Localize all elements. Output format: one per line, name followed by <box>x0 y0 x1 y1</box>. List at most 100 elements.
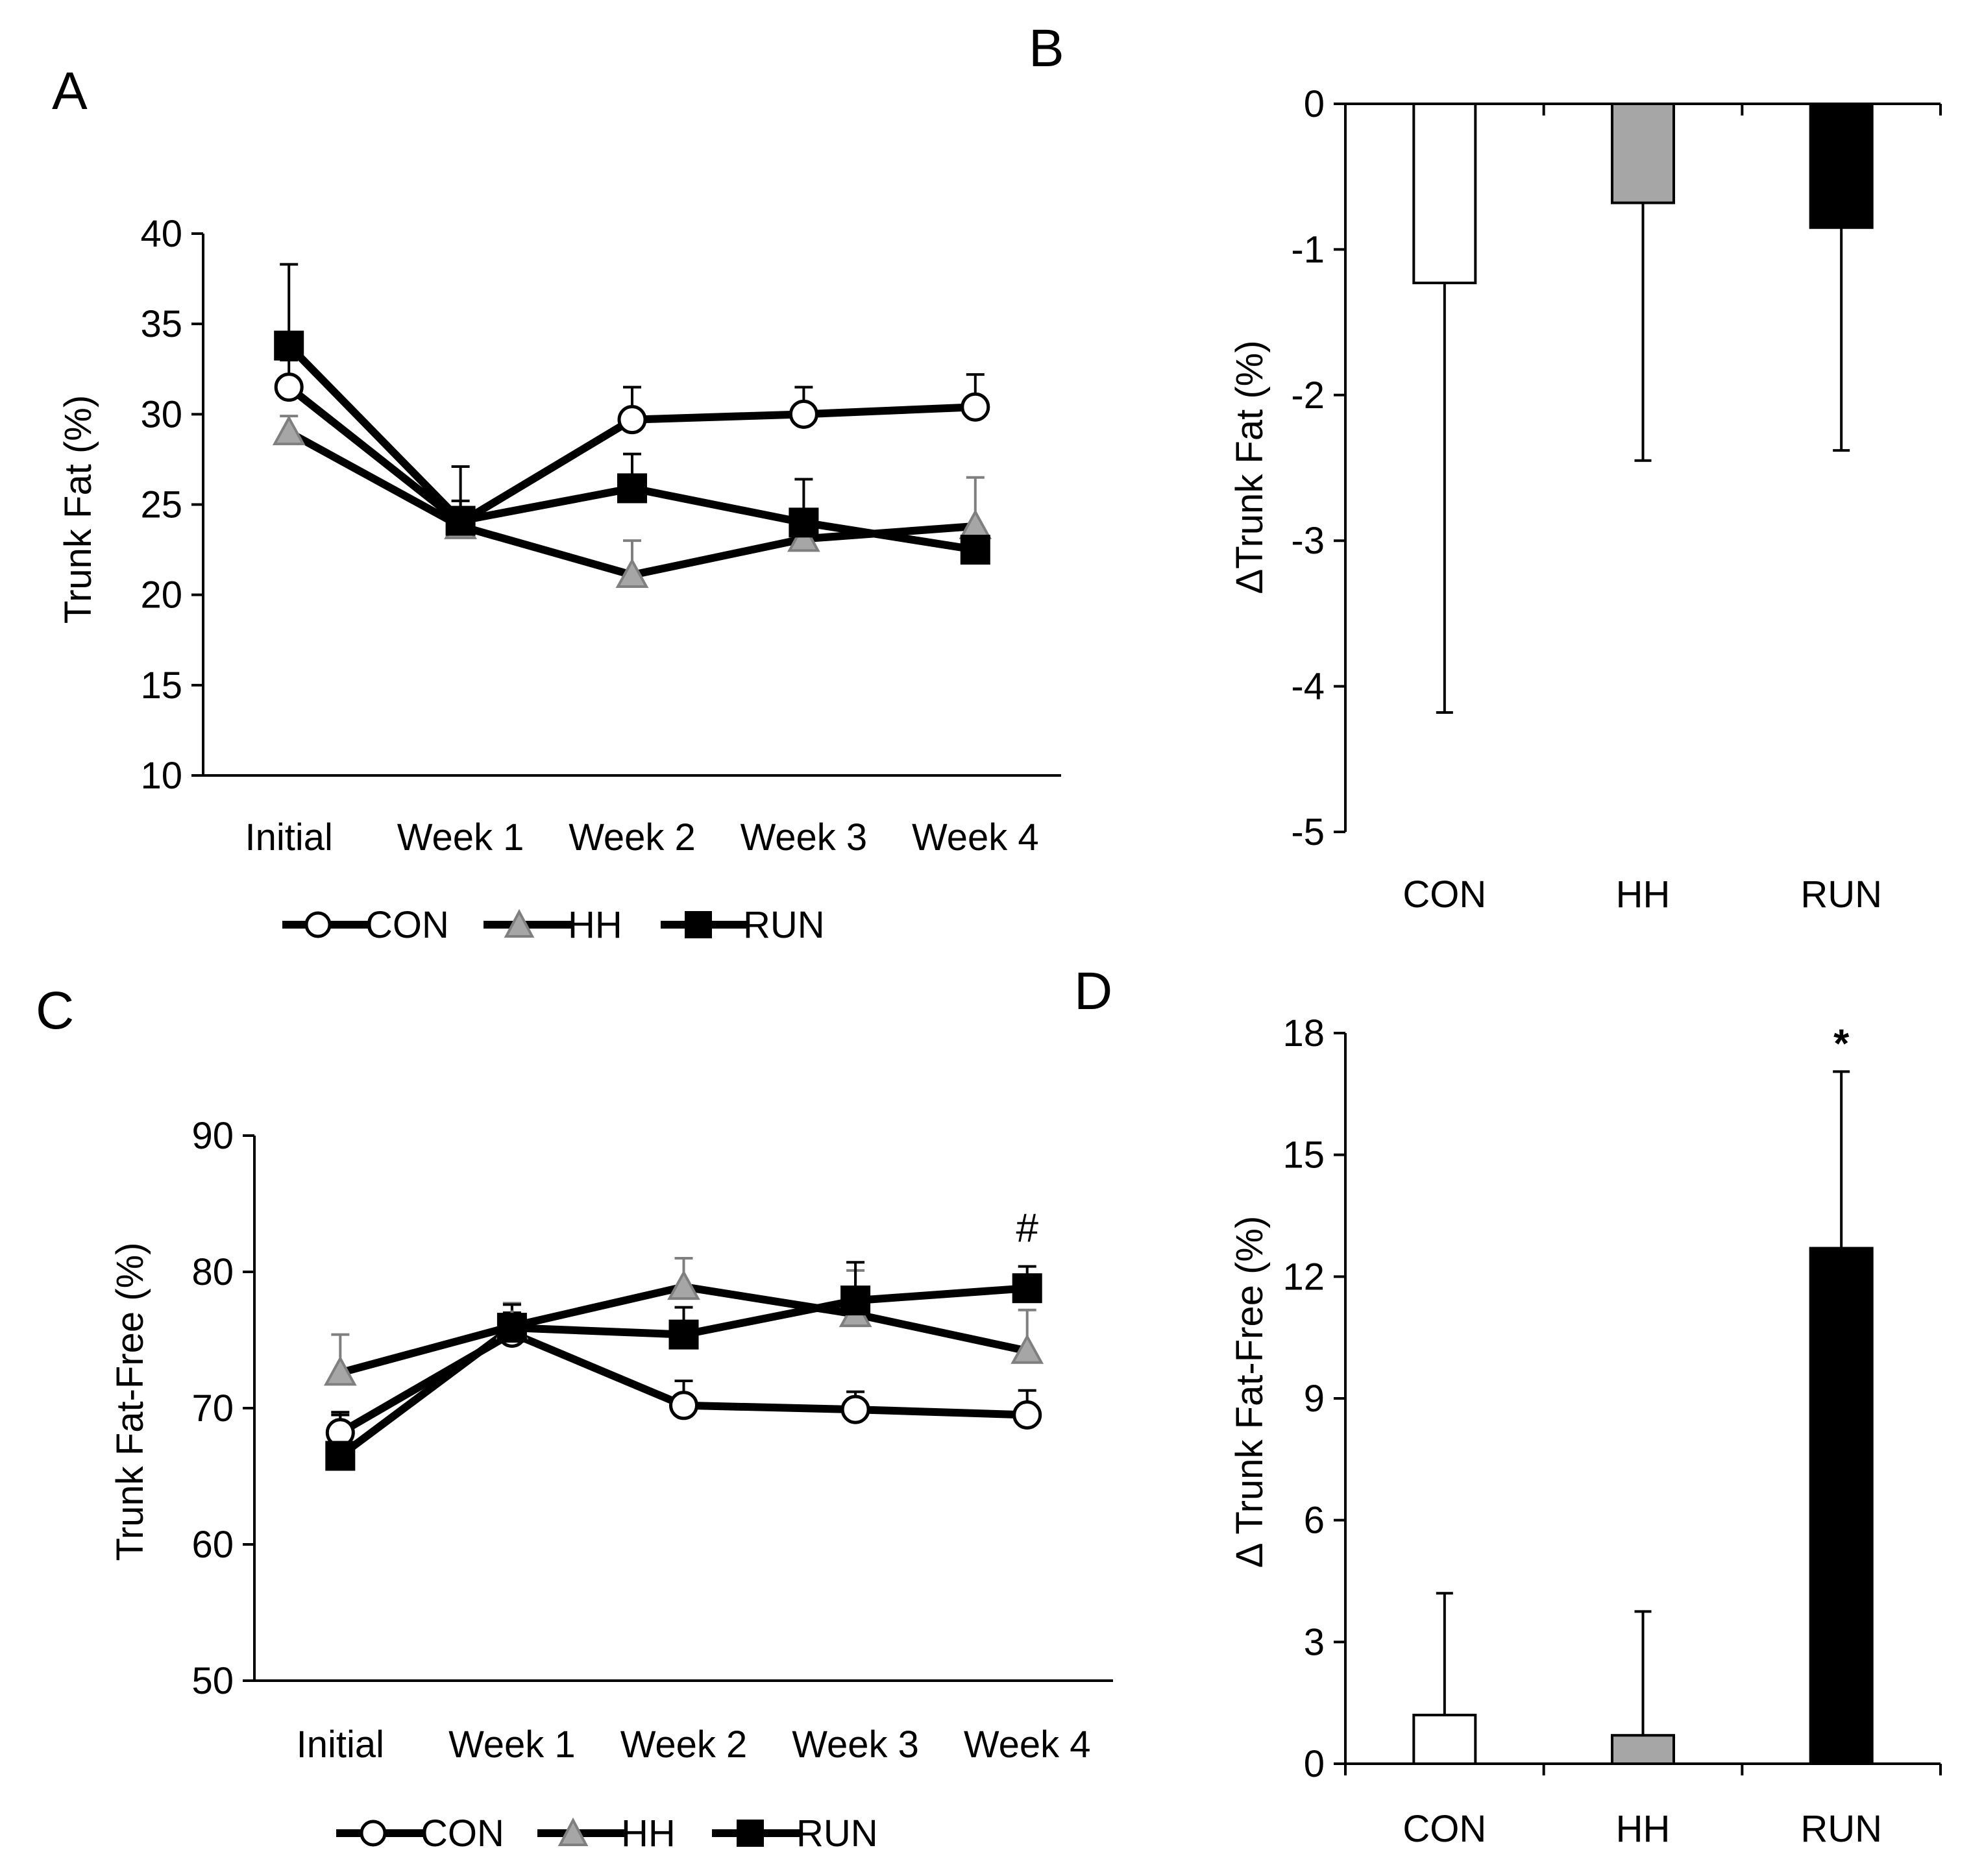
panel-c-legend: CON HH RUN <box>336 1812 878 1855</box>
panel-b-x-tick-label: HH <box>1616 873 1671 916</box>
panel-d-y-tick-label: 0 <box>1304 1743 1325 1785</box>
panel-c-y-tick-label: 80 <box>191 1251 234 1293</box>
legend-a-con-label: CON <box>365 904 449 946</box>
panel-a-letter: A <box>52 62 88 121</box>
panel-c-y-tick-label: 70 <box>191 1387 234 1430</box>
panel-c-x-tick-label: Week 4 <box>964 1724 1091 1766</box>
panel-a-y-tick-label: 15 <box>140 664 182 707</box>
panel-a-series-line-run <box>286 343 976 554</box>
legend-c-run-label: RUN <box>796 1812 878 1855</box>
panel-a: A Trunk Fat (%) 10 15 20 25 30 35 40 Initial Wee… <box>52 62 1061 946</box>
legend-a-hh-marker <box>504 908 535 938</box>
panel-d-bar-con <box>1412 1713 1477 1766</box>
panel-d-y-tick-label: 6 <box>1304 1500 1325 1542</box>
panel-c-letter: C <box>36 981 74 1040</box>
panel-b-bar-con <box>1412 103 1477 285</box>
panel-d-y-tick-label: 12 <box>1282 1256 1325 1298</box>
panel-d-y-tick-label: 9 <box>1304 1378 1325 1420</box>
panel-c-x-tick-label: Week 2 <box>620 1724 748 1766</box>
panel-b-bar-hh <box>1611 103 1675 204</box>
panel-c-y-axis-label: Trunk Fat-Free (%) <box>109 1243 151 1561</box>
panel-d-x-tick-label: HH <box>1616 1808 1671 1850</box>
panel-a-point-run <box>960 535 990 565</box>
panel-a-y-tick-label: 35 <box>140 303 182 345</box>
panel-a-legend: CON HH RUN <box>282 904 825 946</box>
panel-a-point-run <box>274 330 304 361</box>
panel-a-point-con <box>961 392 990 422</box>
legend-c-hh-label: HH <box>621 1812 676 1855</box>
panel-b-y-tick-label: -5 <box>1291 811 1325 853</box>
panel-b-y-tick-label: -2 <box>1291 374 1325 417</box>
legend-c-run-marker <box>737 1820 764 1847</box>
panel-b-y-tick-label: 0 <box>1304 83 1325 125</box>
panel-c-point-run <box>840 1285 871 1316</box>
panel-b-x-tick-label: RUN <box>1800 873 1882 916</box>
panel-c-plot: 50 60 70 80 90 Initial Week 1 Week 2 Week 3 Week … <box>191 1115 1113 1766</box>
panel-b-bar-run <box>1809 103 1874 229</box>
panel-c-point-con <box>669 1391 698 1420</box>
panel-d-plot: 0 3 6 9 12 15 18 CON HH RUN * <box>1282 1012 1942 1850</box>
legend-a-run-marker <box>685 911 712 938</box>
panel-d-y-tick-label: 18 <box>1282 1012 1325 1054</box>
panel-a-point-con <box>274 372 304 402</box>
panel-a-y-axis-label: Trunk Fat (%) <box>57 395 99 624</box>
panel-d-x-tick-label: RUN <box>1800 1808 1882 1850</box>
panel-c: C Trunk Fat-Free (%) 50 60 70 80 90 Initial We… <box>36 981 1113 1855</box>
panel-d-bar-hh <box>1611 1734 1675 1766</box>
panel-c-y-tick-label: 90 <box>191 1115 234 1157</box>
panel-d-y-tick-label: 15 <box>1282 1134 1325 1176</box>
panel-a-y-tick-label: 10 <box>140 755 182 797</box>
panel-a-plot: 10 15 20 25 30 35 40 Initial Week 1 Week 2 Week 3 W… <box>140 213 1061 859</box>
panel-c-point-hh <box>323 1356 357 1386</box>
legend-a-hh-label: HH <box>568 904 622 946</box>
panel-a-x-tick-label: Week 3 <box>741 816 868 859</box>
legend-a-con-marker <box>304 911 332 938</box>
panel-d-y-tick-label: 3 <box>1304 1621 1325 1663</box>
panel-a-point-hh <box>787 522 820 552</box>
panel-b-letter: B <box>1029 19 1064 78</box>
panel-d-annotation: * <box>1833 1021 1850 1066</box>
panel-a-point-run <box>789 507 819 538</box>
panel-a-point-con <box>789 399 818 429</box>
panel-a-point-run <box>445 506 476 536</box>
panel-c-point-run <box>668 1319 699 1350</box>
panel-b-x-tick-label: CON <box>1402 873 1486 916</box>
panel-a-point-run <box>617 473 647 504</box>
panel-c-point-run <box>496 1313 527 1343</box>
panel-c-x-tick-label: Week 3 <box>792 1724 919 1766</box>
panel-d-bar-run <box>1809 1247 1874 1765</box>
panel-b-y-tick-label: -4 <box>1291 666 1325 708</box>
panel-c-point-hh <box>667 1269 700 1300</box>
panel-c-y-tick-label: 50 <box>191 1660 234 1702</box>
panel-a-x-tick-label: Week 2 <box>569 816 696 859</box>
legend-c-hh-marker <box>557 1817 589 1846</box>
panel-d: D Δ Trunk Fat-Free (%) 0 3 6 9 12 15 18 CON HH RU… <box>1074 962 1942 1850</box>
panel-b-plot: 0 -1 -2 -3 -4 -5 CON HH RUN <box>1291 83 1942 916</box>
panel-a-point-hh <box>272 415 306 446</box>
panel-a-x-tick-label: Week 1 <box>397 816 524 859</box>
panel-a-y-tick-label: 40 <box>140 213 182 255</box>
panel-b-y-axis-label: ΔTrunk Fat (%) <box>1229 340 1271 594</box>
panel-d-y-axis-label: Δ Trunk Fat-Free (%) <box>1229 1216 1271 1568</box>
legend-a-run-label: RUN <box>743 904 825 946</box>
panel-a-y-tick-label: 30 <box>140 393 182 435</box>
panel-d-x-tick-label: CON <box>1402 1808 1486 1850</box>
panel-c-point-run <box>1012 1273 1042 1304</box>
panel-a-x-tick-label: Initial <box>245 816 332 859</box>
panel-c-y-tick-label: 60 <box>191 1524 234 1566</box>
panel-b: B ΔTrunk Fat (%) 0 -1 -2 -3 -4 -5 CON HH RUN <box>1029 19 1942 916</box>
panel-d-letter: D <box>1074 962 1112 1021</box>
panel-c-annotation: # <box>1016 1206 1038 1251</box>
panel-c-point-con <box>1012 1400 1042 1430</box>
panel-b-y-tick-label: -3 <box>1291 520 1325 562</box>
panel-a-x-tick-label: Week 4 <box>912 816 1039 859</box>
panel-a-point-hh <box>615 557 649 589</box>
panel-b-y-tick-label: -1 <box>1291 228 1325 271</box>
panel-c-x-tick-label: Week 1 <box>448 1724 576 1766</box>
panel-a-point-con <box>617 405 647 435</box>
panel-a-y-tick-label: 20 <box>140 574 182 616</box>
legend-c-con-label: CON <box>421 1812 504 1855</box>
panel-c-x-tick-label: Initial <box>297 1724 384 1766</box>
panel-c-point-run <box>325 1441 356 1471</box>
